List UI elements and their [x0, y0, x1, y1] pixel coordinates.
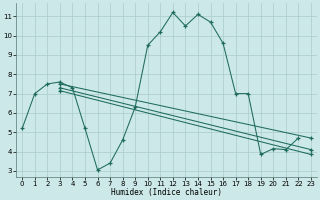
X-axis label: Humidex (Indice chaleur): Humidex (Indice chaleur): [111, 188, 222, 197]
